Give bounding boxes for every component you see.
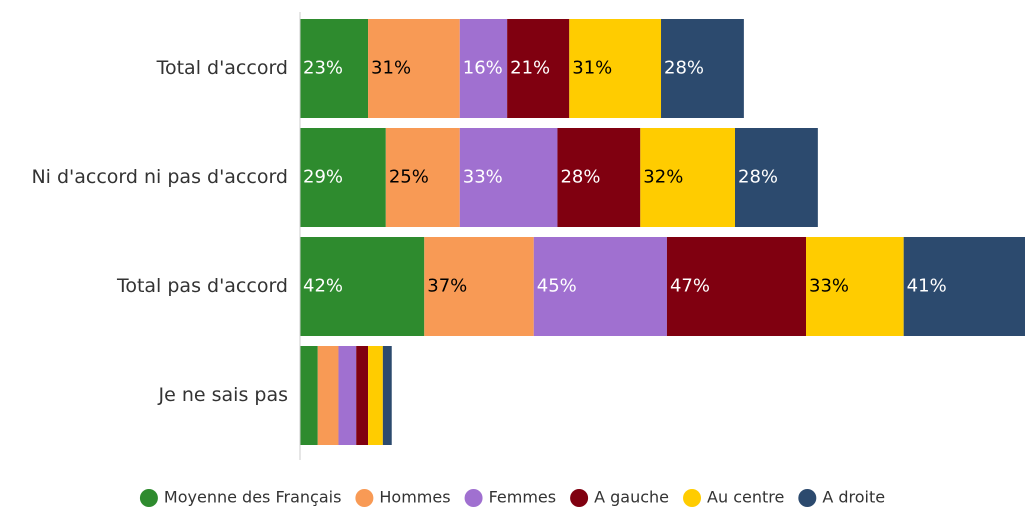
- bar-segment: [507, 19, 570, 118]
- bar-segment: [569, 19, 662, 118]
- legend-label: A droite: [822, 488, 885, 507]
- bar-segment: [903, 237, 1025, 336]
- data-label: 41%: [907, 276, 947, 297]
- data-label: 31%: [371, 58, 411, 79]
- legend-marker: [464, 489, 483, 507]
- bar-segment: [356, 346, 369, 445]
- data-label: 32%: [643, 167, 683, 188]
- bar-segment: [735, 128, 818, 227]
- data-label: 31%: [572, 58, 612, 79]
- data-label: 25%: [389, 167, 429, 188]
- legend-label: Moyenne des Français: [164, 488, 341, 507]
- legend: Moyenne des Français Hommes Femmes A gauche…: [139, 488, 885, 507]
- data-label: 33%: [463, 167, 503, 188]
- legend-label: Femmes: [489, 488, 557, 507]
- legend-marker: [683, 489, 702, 507]
- category-label: Je ne sais pas: [158, 384, 288, 406]
- bar-segment: [382, 346, 392, 445]
- bar-segment: [557, 128, 641, 227]
- bar-segment: [300, 346, 318, 445]
- data-label: 16%: [463, 58, 503, 79]
- legend-label: Au centre: [707, 488, 784, 507]
- bar-segment: [338, 346, 357, 445]
- legend-marker: [355, 489, 374, 507]
- bar-segment: [666, 237, 807, 336]
- bar-segment: [300, 128, 386, 227]
- data-label: 33%: [809, 276, 849, 297]
- bar-segment: [806, 237, 904, 336]
- bar-segment: [459, 128, 558, 227]
- legend-marker: [570, 489, 589, 507]
- legend-marker: [139, 489, 158, 507]
- legend-label: Hommes: [379, 488, 450, 507]
- bar-segment: [385, 128, 460, 227]
- data-label: 28%: [738, 167, 778, 188]
- bar-segment: [533, 237, 667, 336]
- data-label: 42%: [303, 276, 343, 297]
- bar-segment: [300, 19, 369, 118]
- bar-segment: [368, 19, 460, 118]
- bar-segment: [300, 237, 425, 336]
- bar-segment: [317, 346, 339, 445]
- bar-segment: [424, 237, 534, 336]
- data-label: 23%: [303, 58, 343, 79]
- category-label: Total d'accord: [156, 57, 288, 79]
- data-label: 45%: [537, 276, 577, 297]
- data-label: 29%: [303, 167, 343, 188]
- legend-marker: [798, 489, 817, 507]
- data-label: 21%: [510, 58, 550, 79]
- data-label: 37%: [427, 276, 467, 297]
- bar-segment: [459, 19, 508, 118]
- bar-segment: [368, 346, 383, 445]
- category-label: Total pas d'accord: [116, 275, 288, 297]
- data-label: 47%: [670, 276, 710, 297]
- data-label: 28%: [560, 167, 600, 188]
- data-label: 28%: [664, 58, 704, 79]
- category-label: Ni d'accord ni pas d'accord: [31, 166, 288, 188]
- bar-segment: [661, 19, 744, 118]
- bar-segment: [640, 128, 735, 227]
- legend-label: A gauche: [594, 488, 669, 507]
